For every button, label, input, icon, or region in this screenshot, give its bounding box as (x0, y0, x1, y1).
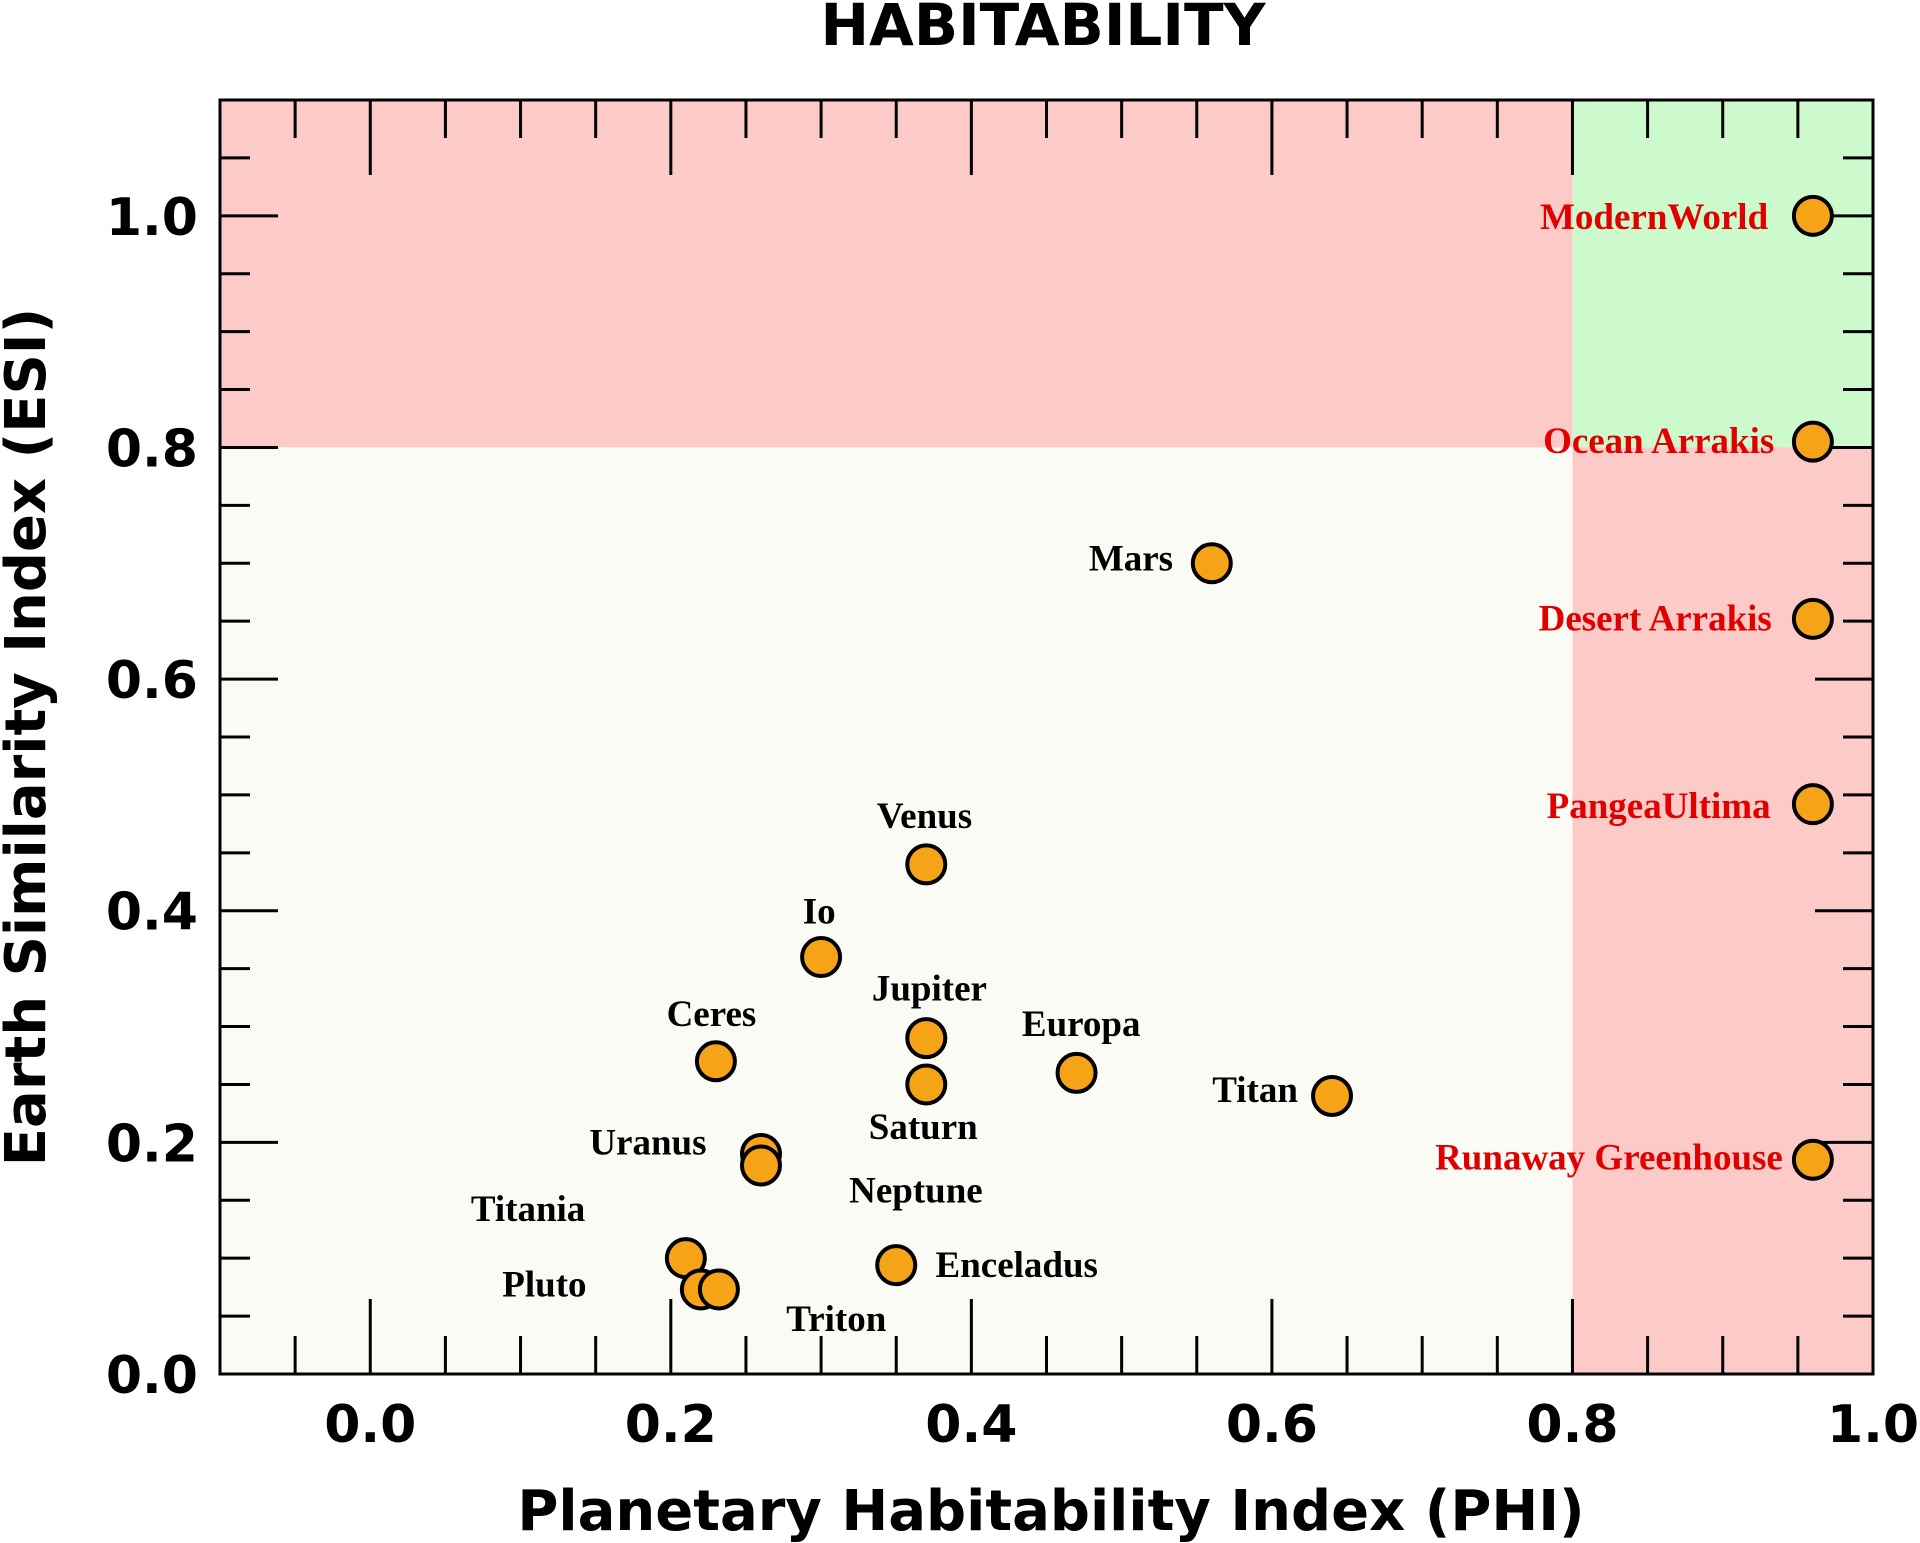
data-point-mars (1190, 542, 1233, 585)
data-point-saturn (905, 1063, 948, 1106)
plot-frame (218, 98, 1875, 1376)
point-label: Uranus (589, 1123, 706, 1164)
region (220, 447, 1573, 1374)
point-label: PangeaUltima (1547, 786, 1771, 827)
region (220, 100, 1573, 448)
data-point-enceladus (875, 1244, 918, 1287)
data-point-pangeaultima (1791, 783, 1834, 826)
x-tick-label: 0.2 (625, 1395, 717, 1455)
point-label: Desert Arrakis (1539, 599, 1772, 640)
point-label: Ocean Arrakis (1543, 421, 1774, 462)
point-label: Ceres (667, 994, 757, 1035)
regions (220, 100, 1873, 1374)
y-tick-label: 0.4 (106, 883, 198, 943)
point-label: Enceladus (936, 1245, 1098, 1286)
data-point-ocean-arrakis (1791, 420, 1834, 463)
x-tick-label: 0.6 (1226, 1395, 1318, 1455)
data-point-venus (905, 843, 948, 886)
x-tick-label: 1.0 (1827, 1395, 1919, 1455)
y-tick-label: 1.0 (106, 188, 198, 248)
data-points (664, 194, 1834, 1311)
chart-title: HABITABILITY (820, 0, 1266, 59)
data-point-europa (1055, 1051, 1098, 1094)
axis-ticks (218, 98, 1875, 1376)
x-axis-label: Planetary Habitability Index (PHI) (517, 1479, 1584, 1543)
point-label: Jupiter (872, 968, 987, 1009)
point-labels: ModernWorld Ocean Arrakis Desert Arrakis Pa… (471, 197, 1783, 1340)
y-axis-label: Earth Similarity Index (ESI) (0, 308, 59, 1166)
point-label: Saturn (869, 1107, 978, 1148)
x-tick-label: 0.0 (324, 1395, 416, 1455)
y-tick-label: 0.2 (106, 1114, 198, 1174)
point-label: ModernWorld (1540, 197, 1769, 238)
data-point-ceres (694, 1040, 737, 1083)
y-tick-label: 0.6 (106, 651, 198, 711)
point-label: Europa (1022, 1004, 1141, 1045)
point-label: Mars (1089, 539, 1173, 580)
data-point-neptune (739, 1144, 782, 1187)
data-point-titan (1311, 1075, 1354, 1118)
point-label: Titan (1212, 1070, 1298, 1111)
data-point-jupiter (905, 1017, 948, 1060)
point-label: Titania (471, 1189, 585, 1230)
y-tick-label: 0.8 (106, 419, 198, 479)
x-tick-label: 0.4 (925, 1395, 1017, 1455)
point-label: Neptune (849, 1170, 983, 1211)
y-tick-label: 0.0 (106, 1346, 198, 1406)
data-point-triton (697, 1268, 740, 1311)
tick-labels: 0.0 0.2 0.4 0.6 0.8 1.0 0.0 0.2 0.4 0.6 0.8 1.0 (106, 188, 1919, 1455)
data-point-io (800, 936, 843, 979)
point-label: Venus (877, 796, 972, 837)
point-label: Runaway Greenhouse (1435, 1137, 1783, 1178)
region (1572, 100, 1873, 448)
data-point-runaway-greenhouse (1791, 1138, 1834, 1181)
point-label: Pluto (502, 1265, 586, 1306)
data-point-modernworld (1791, 194, 1834, 237)
data-point-desert-arrakis (1791, 597, 1834, 640)
x-tick-label: 0.8 (1526, 1395, 1618, 1455)
point-label: Io (803, 891, 836, 932)
point-label: Triton (786, 1299, 886, 1340)
